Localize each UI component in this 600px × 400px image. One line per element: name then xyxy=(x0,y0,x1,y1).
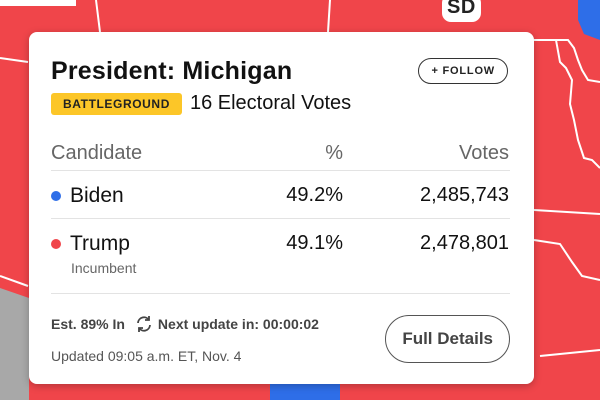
state-border xyxy=(0,275,29,287)
header-votes: Votes xyxy=(458,142,509,164)
electoral-votes: 16 Electoral Votes xyxy=(189,92,352,114)
estimate-line: Est. 89% In Next update in: 00:00:02 xyxy=(51,314,319,334)
race-subheader: BATTLEGROUND 16 Electoral Votes xyxy=(51,92,510,115)
full-details-button[interactable]: Full Details xyxy=(385,315,510,363)
map-state-blue xyxy=(270,382,340,400)
header-candidate: Candidate xyxy=(51,142,143,164)
header-percent: % xyxy=(325,142,343,164)
follow-button[interactable]: + FOLLOW xyxy=(418,58,508,84)
incumbent-label: Incumbent xyxy=(71,260,137,276)
candidate-cell: Biden xyxy=(51,184,256,208)
table-row: Biden 49.2% 2,485,743 xyxy=(51,171,510,219)
results-table: Candidate % Votes Biden 49.2% 2,485,743 xyxy=(51,137,510,294)
candidate-votes: 2,478,801 xyxy=(420,232,509,254)
candidate-name: Trump xyxy=(70,232,130,255)
update-info: Est. 89% In Next update in: 00:00:02 Upd… xyxy=(51,314,319,364)
updated-timestamp: Updated 09:05 a.m. ET, Nov. 4 xyxy=(51,348,242,364)
card-header: President: Michigan + FOLLOW xyxy=(51,56,510,86)
card-footer: Est. 89% In Next update in: 00:00:02 Upd… xyxy=(51,314,510,364)
estimate-reporting: Est. 89% In xyxy=(51,316,125,332)
candidate-name-wrap: Biden xyxy=(51,184,256,208)
candidate-percent: 49.1% xyxy=(286,232,343,254)
candidate-cell: Trump Incumbent xyxy=(51,232,256,276)
party-dot-icon xyxy=(51,191,61,201)
map-state-blue xyxy=(578,0,600,40)
state-border xyxy=(0,57,29,63)
candidate-name: Biden xyxy=(70,184,124,207)
state-border xyxy=(534,39,600,83)
state-border xyxy=(555,39,600,169)
race-title: President: Michigan xyxy=(51,57,293,85)
state-border xyxy=(327,0,331,33)
table-row: Trump Incumbent 49.1% 2,478,801 xyxy=(51,219,510,294)
party-dot-icon xyxy=(51,239,61,249)
state-label-sd[interactable]: SD xyxy=(442,0,481,22)
table-header-row: Candidate % Votes xyxy=(51,137,510,171)
candidate-votes: 2,485,743 xyxy=(420,184,509,206)
map-tile-white xyxy=(0,0,76,6)
refresh-icon[interactable] xyxy=(134,314,154,334)
candidate-name-wrap: Trump xyxy=(51,232,256,256)
map-state-grey xyxy=(0,288,29,400)
state-border xyxy=(95,0,101,33)
candidate-percent: 49.2% xyxy=(286,184,343,206)
state-border xyxy=(539,349,600,357)
state-border xyxy=(533,209,600,215)
race-popup-card: President: Michigan + FOLLOW BATTLEGROUN… xyxy=(29,32,534,384)
state-border xyxy=(533,239,600,281)
battleground-badge: BATTLEGROUND xyxy=(51,92,182,115)
next-update-countdown: Next update in: 00:00:02 xyxy=(157,316,319,332)
